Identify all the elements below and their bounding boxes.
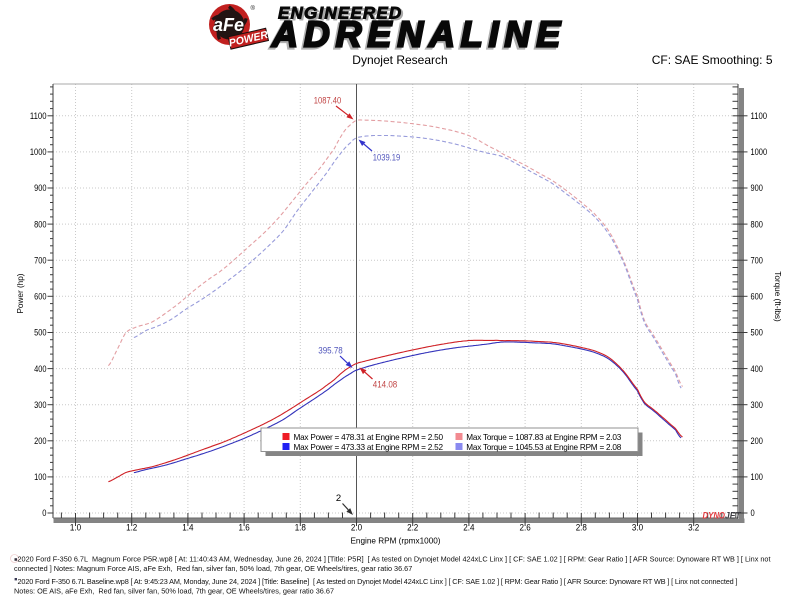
svg-text:Max Torque = 1087.83 at Engine: Max Torque = 1087.83 at Engine RPM = 2.0… <box>466 433 621 442</box>
svg-text:500: 500 <box>751 327 763 338</box>
svg-text:1000: 1000 <box>751 146 768 157</box>
svg-text:900: 900 <box>34 182 46 193</box>
svg-text:0: 0 <box>751 507 755 518</box>
svg-text:ENGINEERED: ENGINEERED <box>278 4 402 23</box>
svg-text:1100: 1100 <box>751 110 768 121</box>
svg-text:2.4: 2.4 <box>463 522 474 533</box>
svg-text:800: 800 <box>34 218 46 229</box>
svg-text:aFe: aFe <box>213 15 244 35</box>
svg-text:800: 800 <box>751 218 763 229</box>
svg-text:2.8: 2.8 <box>576 522 587 533</box>
svg-text:395.78: 395.78 <box>318 345 343 356</box>
svg-text:CF: SAE Smoothing: 5: CF: SAE Smoothing: 5 <box>652 53 773 67</box>
svg-text:700: 700 <box>34 254 46 265</box>
svg-text:Max Power = 478.31 at Engine R: Max Power = 478.31 at Engine RPM = 2.50 <box>294 433 444 442</box>
svg-text:Dynojet Research: Dynojet Research <box>352 53 447 67</box>
svg-text:2.2: 2.2 <box>407 522 418 533</box>
svg-text:Max Power = 473.33 at Engine R: Max Power = 473.33 at Engine RPM = 2.52 <box>294 443 444 452</box>
svg-text:ADRENALINE: ADRENALINE <box>269 16 564 57</box>
svg-text:300: 300 <box>34 399 46 410</box>
svg-text:1.6: 1.6 <box>239 522 250 533</box>
svg-text:1.8: 1.8 <box>295 522 306 533</box>
svg-text:ADRENALINE: ADRENALINE <box>271 14 566 55</box>
svg-text:Power (hp): Power (hp) <box>16 273 25 313</box>
svg-text:1.2: 1.2 <box>126 522 137 533</box>
svg-text:414.08: 414.08 <box>373 379 398 390</box>
svg-text:100: 100 <box>34 471 46 482</box>
svg-text:Torque (ft-lbs): Torque (ft-lbs) <box>773 271 782 322</box>
svg-text:DYNO: DYNO <box>703 511 726 521</box>
svg-text:400: 400 <box>751 363 763 374</box>
svg-text:600: 600 <box>34 291 46 302</box>
svg-text:400: 400 <box>34 363 46 374</box>
svg-text:100: 100 <box>751 471 763 482</box>
svg-text:Engine RPM (rpmx1000): Engine RPM (rpmx1000) <box>350 537 440 546</box>
svg-text:1.0: 1.0 <box>70 522 81 533</box>
svg-text:700: 700 <box>751 254 763 265</box>
svg-text:3.2: 3.2 <box>688 522 699 533</box>
svg-text:3.0: 3.0 <box>632 522 643 533</box>
svg-text:2: 2 <box>336 493 341 504</box>
svg-text:connected ] Notes: Magnum Forc: connected ] Notes: Magnum Force AIS, aFe… <box>14 564 412 573</box>
svg-text:ENGINEERED: ENGINEERED <box>280 5 404 24</box>
svg-text:1039.19: 1039.19 <box>373 152 401 163</box>
svg-text:600: 600 <box>751 291 763 302</box>
svg-text:2.0: 2.0 <box>351 522 362 533</box>
svg-text:2020 Ford F-350 6.7L Magnum F: 2020 Ford F-350 6.7L Magnum Force P5R.wp… <box>18 555 771 564</box>
svg-text:Max Torque = 1045.53 at Engine: Max Torque = 1045.53 at Engine RPM = 2.0… <box>466 443 621 452</box>
svg-text:®: ® <box>251 5 256 12</box>
svg-text:500: 500 <box>34 327 46 338</box>
svg-text:JET: JET <box>725 511 742 521</box>
svg-text:300: 300 <box>751 399 763 410</box>
svg-text:900: 900 <box>751 182 763 193</box>
svg-text:2.6: 2.6 <box>520 522 531 533</box>
svg-text:0: 0 <box>42 507 46 518</box>
svg-text:Notes: OE AIS, aFe Exh, Red f: Notes: OE AIS, aFe Exh, Red fan, silver … <box>14 587 334 596</box>
svg-text:1000: 1000 <box>30 146 47 157</box>
svg-text:1087.40: 1087.40 <box>314 95 342 106</box>
svg-text:1.4: 1.4 <box>182 522 193 533</box>
svg-text:1100: 1100 <box>30 110 47 121</box>
svg-text:200: 200 <box>34 435 46 446</box>
svg-text:200: 200 <box>751 435 763 446</box>
svg-text:2020 Ford F-350 6.7L Baseline.: 2020 Ford F-350 6.7L Baseline.wp8 [ At: … <box>18 577 738 586</box>
